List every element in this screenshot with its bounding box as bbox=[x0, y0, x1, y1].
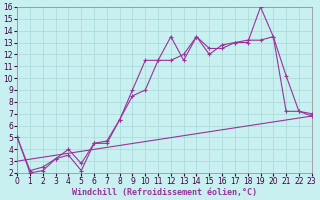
X-axis label: Windchill (Refroidissement éolien,°C): Windchill (Refroidissement éolien,°C) bbox=[72, 188, 257, 197]
